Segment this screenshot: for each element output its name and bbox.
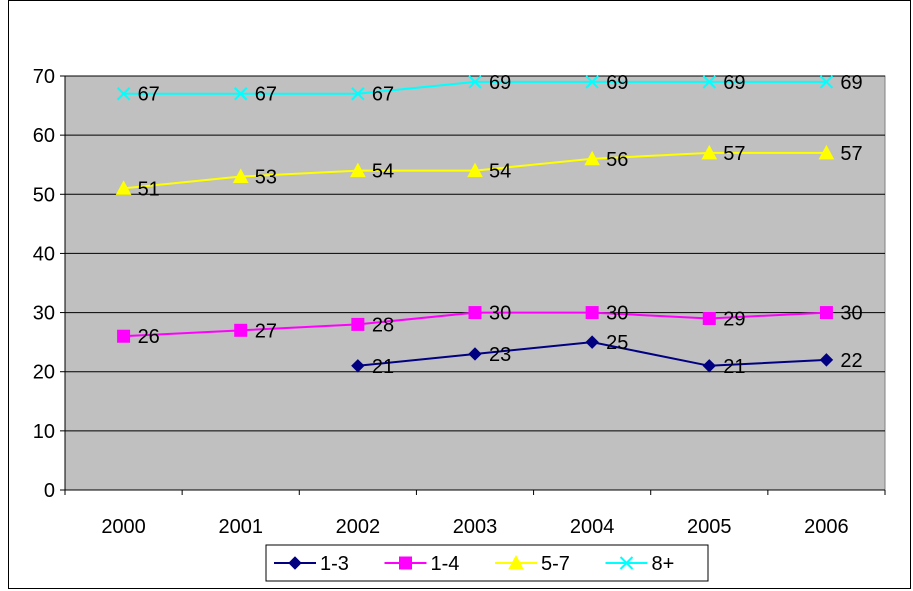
series-1-4 <box>117 306 833 343</box>
x-tick-label: 2006 <box>804 516 849 538</box>
x-tick-label: 2001 <box>218 516 263 538</box>
data-label: 51 <box>138 178 160 200</box>
marker-square <box>819 306 833 320</box>
x-tick-label: 2003 <box>453 516 498 538</box>
legend-item: 8+ <box>605 553 675 575</box>
data-label: 56 <box>606 149 628 171</box>
series-8+ <box>116 75 834 101</box>
marker-diamond <box>351 359 365 373</box>
marker-x <box>468 75 482 89</box>
marker-x <box>351 87 365 101</box>
data-label: 69 <box>723 72 745 94</box>
marker-square <box>702 311 716 325</box>
x-tick-label: 2002 <box>336 516 381 538</box>
data-label: 69 <box>489 72 511 94</box>
legend-item: 1-3 <box>274 553 349 575</box>
data-label: 23 <box>489 344 511 366</box>
legend-item: 5-7 <box>495 553 570 575</box>
marker-triangle <box>115 180 132 195</box>
gridlines <box>65 75 885 432</box>
marker-triangle <box>467 162 483 178</box>
marker-triangle <box>584 150 600 166</box>
x-tick-label: 2000 <box>101 516 146 538</box>
legend-item: 1-4 <box>384 553 460 575</box>
series-layer <box>115 75 835 373</box>
data-label: 69 <box>606 72 628 94</box>
marker-x <box>619 556 634 570</box>
marker-square <box>117 329 131 343</box>
marker-triangle <box>701 144 718 160</box>
data-label: 57 <box>840 143 862 165</box>
y-tick-label: 40 <box>33 243 55 265</box>
y-tick-label: 70 <box>33 66 55 88</box>
series-1-3 <box>351 335 834 373</box>
data-label: 26 <box>138 326 160 348</box>
data-label: 69 <box>840 72 862 94</box>
data-label: 28 <box>372 314 394 336</box>
y-tick-label: 10 <box>33 421 55 443</box>
marker-x <box>234 87 248 101</box>
data-label: 21 <box>372 356 394 378</box>
data-label: 30 <box>606 303 628 325</box>
data-label: 54 <box>372 161 394 183</box>
data-label: 54 <box>489 161 511 183</box>
plot-area <box>64 75 886 491</box>
marker-triangle <box>818 144 835 160</box>
marker-square <box>585 306 599 320</box>
data-label: 67 <box>255 84 277 106</box>
axes: 0 10 20 30 40 50 60 70 2000 2001 2002 2003 2004 2005 2… <box>33 66 886 538</box>
data-label: 67 <box>138 84 160 106</box>
marker-square <box>468 306 482 320</box>
data-label: 29 <box>723 308 745 330</box>
legend-label: 1-3 <box>320 553 349 575</box>
marker-square <box>351 317 365 331</box>
data-label: 27 <box>255 320 277 342</box>
data-labels: 21 23 25 21 22 26 27 28 30 30 29 30 51 53 54 54 56 57 57 67… <box>138 72 863 378</box>
data-label: 30 <box>489 303 511 325</box>
legend-label: 5-7 <box>541 553 570 575</box>
data-label: 25 <box>606 332 628 354</box>
y-tick-label: 60 <box>33 125 55 147</box>
marker-x <box>585 75 599 89</box>
y-tick-label: 20 <box>33 362 55 384</box>
marker-triangle <box>508 554 524 570</box>
marker-triangle <box>350 162 366 178</box>
legend-label: 8+ <box>652 553 675 575</box>
series-5-7 <box>115 144 835 195</box>
y-tick-label: 0 <box>44 480 55 502</box>
marker-square <box>399 556 412 570</box>
data-label: 30 <box>840 303 862 325</box>
data-label: 53 <box>255 167 277 189</box>
marker-diamond <box>819 353 834 367</box>
x-tick-label: 2005 <box>687 516 732 538</box>
marker-diamond <box>288 556 302 570</box>
marker-square <box>234 323 248 337</box>
y-tick-label: 50 <box>33 184 55 206</box>
legend-label: 1-4 <box>431 553 460 575</box>
data-label: 57 <box>723 143 745 165</box>
y-tick-label: 30 <box>33 303 55 325</box>
data-label: 21 <box>723 356 745 378</box>
x-tick-label: 2004 <box>570 516 615 538</box>
marker-x <box>116 87 131 101</box>
marker-diamond <box>468 347 482 361</box>
marker-x <box>702 75 716 89</box>
marker-diamond <box>702 359 716 373</box>
data-label: 67 <box>372 84 394 106</box>
legend: 1-3 1-4 5-7 8+ <box>265 544 709 582</box>
marker-triangle <box>232 168 249 184</box>
marker-x <box>819 75 834 89</box>
data-label: 22 <box>840 350 862 372</box>
marker-diamond <box>585 335 599 349</box>
